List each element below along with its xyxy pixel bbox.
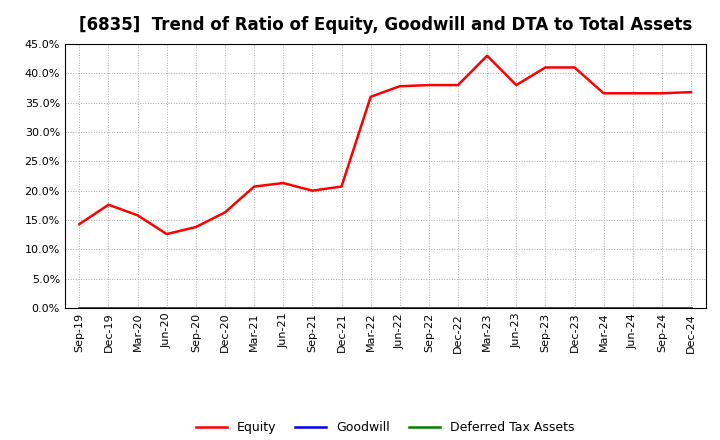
Deferred Tax Assets [163, 305, 171, 311]
Goodwill [657, 305, 666, 311]
Deferred Tax Assets [250, 305, 258, 311]
Legend: Equity, Goodwill, Deferred Tax Assets: Equity, Goodwill, Deferred Tax Assets [191, 416, 580, 439]
Title: [6835]  Trend of Ratio of Equity, Goodwill and DTA to Total Assets: [6835] Trend of Ratio of Equity, Goodwil… [78, 16, 692, 34]
Goodwill [337, 305, 346, 311]
Goodwill [308, 305, 317, 311]
Deferred Tax Assets [483, 305, 492, 311]
Equity [279, 180, 287, 186]
Deferred Tax Assets [192, 305, 200, 311]
Line: Equity: Equity [79, 56, 691, 234]
Deferred Tax Assets [541, 305, 550, 311]
Deferred Tax Assets [366, 305, 375, 311]
Deferred Tax Assets [133, 305, 142, 311]
Equity [570, 65, 579, 70]
Equity [250, 184, 258, 189]
Goodwill [192, 305, 200, 311]
Deferred Tax Assets [308, 305, 317, 311]
Goodwill [599, 305, 608, 311]
Equity [337, 184, 346, 189]
Goodwill [483, 305, 492, 311]
Goodwill [425, 305, 433, 311]
Deferred Tax Assets [104, 305, 113, 311]
Equity [163, 231, 171, 237]
Equity [133, 213, 142, 218]
Deferred Tax Assets [629, 305, 637, 311]
Deferred Tax Assets [395, 305, 404, 311]
Deferred Tax Assets [425, 305, 433, 311]
Deferred Tax Assets [599, 305, 608, 311]
Goodwill [279, 305, 287, 311]
Goodwill [220, 305, 229, 311]
Deferred Tax Assets [279, 305, 287, 311]
Equity [541, 65, 550, 70]
Equity [657, 91, 666, 96]
Goodwill [395, 305, 404, 311]
Deferred Tax Assets [454, 305, 462, 311]
Equity [687, 89, 696, 95]
Goodwill [163, 305, 171, 311]
Goodwill [104, 305, 113, 311]
Goodwill [687, 305, 696, 311]
Equity [192, 224, 200, 230]
Deferred Tax Assets [512, 305, 521, 311]
Deferred Tax Assets [220, 305, 229, 311]
Equity [512, 82, 521, 88]
Equity [75, 221, 84, 227]
Goodwill [75, 305, 84, 311]
Equity [454, 82, 462, 88]
Deferred Tax Assets [75, 305, 84, 311]
Equity [308, 188, 317, 193]
Equity [425, 82, 433, 88]
Equity [395, 84, 404, 89]
Goodwill [454, 305, 462, 311]
Goodwill [133, 305, 142, 311]
Goodwill [629, 305, 637, 311]
Deferred Tax Assets [657, 305, 666, 311]
Goodwill [541, 305, 550, 311]
Deferred Tax Assets [570, 305, 579, 311]
Equity [104, 202, 113, 207]
Goodwill [250, 305, 258, 311]
Goodwill [366, 305, 375, 311]
Equity [629, 91, 637, 96]
Deferred Tax Assets [337, 305, 346, 311]
Deferred Tax Assets [687, 305, 696, 311]
Equity [366, 94, 375, 99]
Equity [220, 210, 229, 215]
Goodwill [512, 305, 521, 311]
Goodwill [570, 305, 579, 311]
Equity [483, 53, 492, 59]
Equity [599, 91, 608, 96]
